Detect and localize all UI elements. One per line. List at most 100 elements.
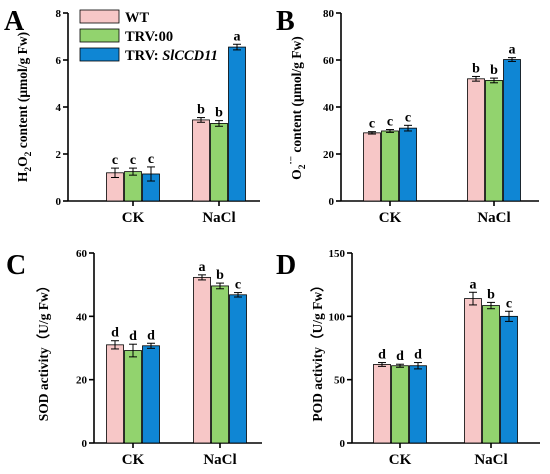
- bar-b-ck-trv00: [381, 130, 399, 202]
- y-tick-label-c-0: 0: [82, 438, 88, 450]
- sig-letter-d-nacl-trv00: b: [487, 287, 495, 302]
- bar-d-ck-trvslccd11: [409, 365, 427, 444]
- ylabel-a-sub1: 2: [24, 167, 34, 172]
- sig-letter-b-ck-trvslccd11: c: [405, 110, 411, 125]
- ylabel-a-part-h: H: [15, 171, 30, 182]
- y-tick-label-a-3: 6: [56, 55, 62, 67]
- sig-letter-c-nacl-trvslccd11: c: [235, 278, 241, 293]
- bar-a-ck-trv00: [124, 171, 142, 202]
- y-tick-label-d-0: 0: [340, 438, 346, 450]
- bar-c-ck-wt: [106, 344, 124, 444]
- bar-c-nacl-trv00: [211, 285, 229, 444]
- sig-letter-b-nacl-trv00: b: [490, 63, 498, 78]
- sig-letter-c-nacl-trv00: b: [216, 268, 224, 283]
- panel-letter-c: C: [6, 250, 26, 281]
- ylabel-panel-a: H2O2 content (μmol/g Fw): [15, 32, 34, 182]
- sig-letter-b-nacl-wt: b: [472, 61, 480, 76]
- sig-letter-a-nacl-trvslccd11: a: [234, 29, 241, 44]
- sig-letter-a-ck-trvslccd11: c: [148, 152, 154, 167]
- sig-letter-b-nacl-trvslccd11: a: [509, 43, 516, 58]
- y-tick-label-b-4: 80: [323, 8, 335, 20]
- legend: WT TRV:00 TRV: SlCCD11: [79, 9, 218, 64]
- bar-b-nacl-wt: [467, 78, 485, 202]
- y-tick-label-a-2: 4: [56, 102, 62, 114]
- legend-label-wt: WT: [125, 10, 150, 26]
- bar-b-nacl-trv00: [485, 80, 503, 202]
- y-tick-label-c-2: 40: [76, 311, 88, 323]
- bar-c-ck-trv00: [124, 350, 142, 444]
- bar-d-nacl-wt: [464, 298, 482, 444]
- ylabel-b-sup1: ·−: [287, 156, 297, 165]
- panel-letter-a: A: [4, 6, 25, 37]
- legend-label-gene: SlCCD11: [162, 48, 218, 64]
- bar-d-ck-wt: [373, 364, 391, 444]
- bar-a-nacl-trvslccd11: [228, 46, 246, 202]
- y-tick-label-b-2: 40: [323, 102, 335, 114]
- ylabel-a-sub2: 2: [24, 151, 34, 156]
- bar-c-nacl-wt: [193, 276, 211, 444]
- y-tick-label-a-1: 2: [56, 149, 62, 161]
- legend-label-prefix: TRV:: [125, 48, 162, 64]
- panel-letter-b: B: [276, 6, 295, 37]
- y-tick-label-d-1: 50: [334, 375, 346, 387]
- sig-letter-d-nacl-trvslccd11: c: [506, 296, 512, 311]
- bar-b-nacl-trvslccd11: [503, 59, 521, 202]
- sig-letter-c-ck-trvslccd11: d: [147, 328, 155, 343]
- y-tick-label-a-0: 0: [56, 196, 62, 208]
- sig-letter-b-ck-wt: c: [369, 117, 375, 132]
- ylabel-panel-c: SOD activity（U/g Fw）: [36, 279, 51, 422]
- y-tick-label-c-3: 60: [76, 248, 88, 260]
- sig-letter-d-ck-trv00: d: [396, 349, 404, 364]
- x-category-label-b-ck: CK: [379, 210, 402, 226]
- ylabel-a-rest: content (μmol/g Fw): [15, 32, 30, 152]
- ylabel-panel-b: O2·− content (μmol/g Fw): [287, 36, 308, 180]
- y-tick-label-b-3: 60: [323, 55, 335, 67]
- sig-letter-d-ck-wt: d: [378, 348, 386, 363]
- y-tick-label-a-4: 8: [56, 8, 62, 20]
- sig-letter-a-ck-wt: c: [112, 153, 118, 168]
- bar-b-ck-trvslccd11: [399, 127, 417, 202]
- bar-c-nacl-trvslccd11: [229, 294, 247, 444]
- y-tick-label-b-0: 0: [329, 196, 335, 208]
- bar-d-ck-trv00: [391, 365, 409, 444]
- legend-label-trv00: TRV:00: [125, 29, 173, 45]
- sig-letter-a-nacl-trv00: b: [215, 106, 223, 121]
- sig-letter-b-ck-trv00: c: [387, 115, 393, 130]
- bar-a-nacl-wt: [192, 119, 210, 202]
- sig-letter-c-nacl-wt: a: [199, 260, 206, 275]
- bar-d-nacl-trvslccd11: [500, 315, 518, 444]
- ylabel-b-sub1: 2: [298, 164, 308, 169]
- x-category-label-c-ck: CK: [122, 452, 145, 468]
- sig-letter-a-nacl-wt: b: [197, 103, 205, 118]
- bar-b-ck-wt: [363, 132, 381, 202]
- sig-letter-c-ck-trv00: d: [129, 329, 137, 344]
- bar-c-ck-trvslccd11: [142, 345, 160, 444]
- ylabel-panel-d: POD activity（U/g Fw）: [310, 278, 325, 421]
- legend-label-trv-slccd11: TRV: SlCCD11: [125, 48, 218, 64]
- bar-d-nacl-trv00: [482, 305, 500, 444]
- x-category-label-d-ck: CK: [389, 452, 412, 468]
- ylabel-b-part-o: O: [289, 169, 304, 180]
- bar-a-nacl-trv00: [210, 123, 228, 202]
- sig-letter-a-ck-trv00: c: [130, 153, 136, 168]
- x-category-label-c-nacl: NaCl: [203, 452, 236, 468]
- legend-swatch-trv00: [79, 28, 120, 43]
- y-tick-label-b-1: 20: [323, 149, 335, 161]
- legend-swatch-wt: [79, 9, 120, 24]
- sig-letter-d-ck-trvslccd11: d: [414, 348, 422, 363]
- x-category-label-a-ck: CK: [122, 210, 145, 226]
- panel-letter-d: D: [276, 250, 296, 281]
- y-tick-label-d-2: 100: [329, 311, 346, 323]
- sig-letter-d-nacl-wt: a: [470, 277, 477, 292]
- legend-swatch-trv-slccd11: [79, 47, 120, 62]
- x-category-label-b-nacl: NaCl: [477, 210, 510, 226]
- x-category-label-a-nacl: NaCl: [202, 210, 235, 226]
- ylabel-a-part-o: O: [15, 156, 30, 167]
- sig-letter-c-ck-wt: d: [111, 326, 119, 341]
